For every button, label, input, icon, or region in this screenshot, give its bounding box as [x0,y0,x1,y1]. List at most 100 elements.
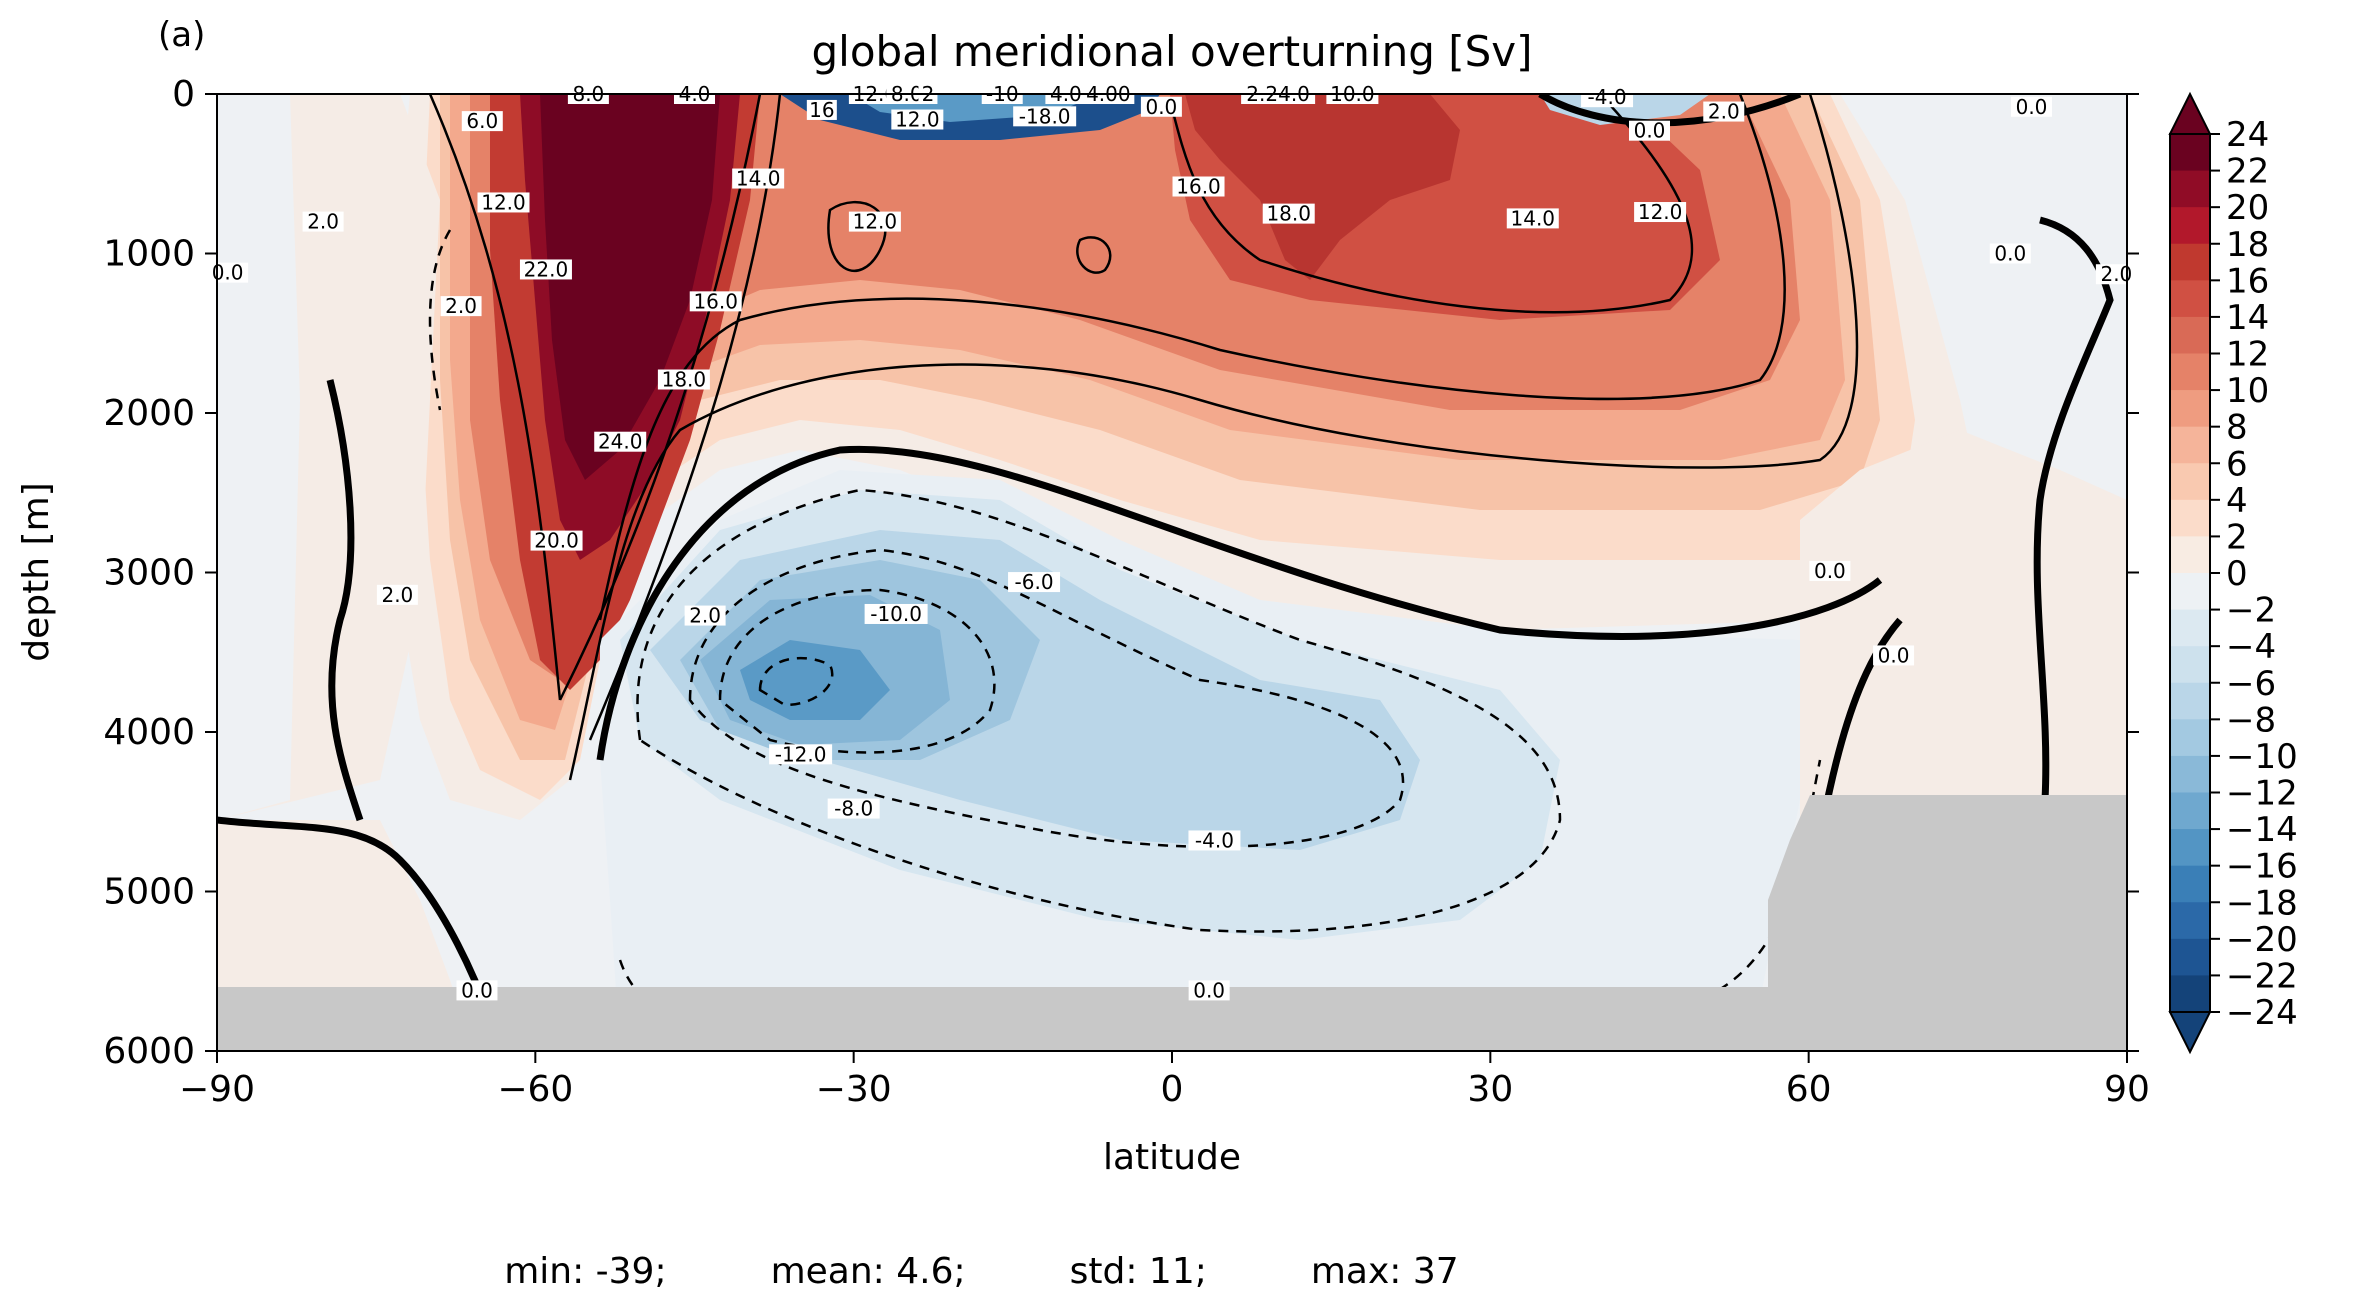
contour-label: 12.0 [481,190,526,214]
colorbar-tick-label: −20 [2226,920,2298,960]
colorbar-swatch [2170,975,2210,1013]
contour-line [2033,216,2114,801]
colorbar-tick-label: 8 [2226,408,2248,448]
contour-label: 2.0 [689,604,721,628]
x-axis: −90 −60 −30 0 30 60 90 [179,1051,2150,1110]
contour-label: 2.0 [307,210,339,234]
contour-label-bg [530,530,583,551]
contour-label-bg [1506,208,1559,229]
contour-label-bg [1703,101,1745,122]
contour-label: -4.0 [1195,828,1234,852]
colorbar-tick-label: −18 [2226,883,2298,923]
x-tick-label: −30 [816,1069,892,1110]
contour-line [568,94,1859,781]
colorbar-tick-label: −16 [2226,847,2298,887]
contour-label-bg [848,211,901,232]
colorbar-tick-label: 0 [2226,554,2248,594]
x-axis-label: latitude [1103,1137,1241,1178]
contour-label-bg [461,111,503,132]
contour-label: 0.0 [1145,95,1177,119]
contour-label-bg [1873,645,1915,666]
colorbar-swatch [2170,134,2210,172]
contour-line [428,94,562,701]
colorbar: 242220181614121086420−2−4−6−8−10−12−14−1… [2168,91,2298,1055]
contour-label-bg [1989,243,2031,264]
contour-label: 18.0 [1266,202,1311,226]
y-tick-label: 3000 [103,553,195,594]
contour-label: 16 [809,98,834,122]
colorbar-tick-label: −22 [2226,956,2298,996]
colorbar-tick-label: 22 [2226,152,2269,192]
contour-label-bg [456,980,498,1001]
contour-label: -8.0 [834,797,873,821]
colorbar-swatch [2170,829,2210,867]
dashed-contour [428,229,452,411]
contour-label-bg [1008,572,1061,593]
contour-label: 2.0 [1708,100,1740,124]
contour-label-bg [594,431,647,452]
contour-label-bg [1809,560,1851,581]
colorbar-tick-label: −6 [2226,664,2276,704]
contour-label: 6.0 [466,109,498,133]
contour-label: 24.0 [598,430,643,454]
contour-label: 12.0 [853,210,898,234]
colorbar-swatch [2170,316,2210,354]
colorbar-tick-label: 18 [2226,225,2269,265]
colorbar-swatch [2170,170,2210,208]
contour-label: 2.0 [445,294,477,318]
contour-label-bg [519,259,572,280]
y-tick-label: 2000 [103,393,195,434]
contour-label: 14.0 [736,167,781,191]
contour-label: 0.0 [1193,978,1225,1002]
contour-label-bg [657,369,710,390]
fill-level-0-westmost [217,94,300,820]
colorbar-swatch [2170,792,2210,830]
contour-label: 0.0 [1994,242,2026,266]
contour-label: -12.0 [775,742,827,766]
stat-std: std: 11; [1069,1251,1207,1292]
contour-label-bg [376,584,418,605]
colorbar-tick-label: −8 [2226,700,2276,740]
contour-label-bg [1172,176,1225,197]
contour-label: 0.0 [1814,559,1846,583]
contour-label-bg [1188,830,1241,851]
dashed-contour [636,488,1562,933]
colorbar-swatch [2170,243,2210,281]
dashed-contour-lines [428,229,1822,1047]
contour-line [1076,236,1112,274]
y-axis: 0 1000 2000 3000 4000 5000 6000 [103,74,2139,1072]
colorbar-tick-label: 6 [2226,444,2248,484]
colorbar-tick-label: 10 [2226,371,2269,411]
contour-label-bg [1581,87,1634,108]
stat-max: max: 37 [1310,1251,1459,1292]
colorbar-swatch [2170,353,2210,391]
colorbar-tick-label: −10 [2226,737,2298,777]
dashed-contour [688,548,1405,849]
colorbar-swatch [2170,207,2210,245]
y-tick-label: 4000 [103,712,195,753]
contour-label-bg [1013,106,1077,127]
colorbar-tick-label: −2 [2226,591,2276,631]
colorbar-tick-label: 14 [2226,298,2269,338]
contour-label: 0.0 [1634,119,1666,143]
colorbar-extend-top [2168,91,2212,135]
colorbar-tick-label: 24 [2226,115,2269,155]
contour-label-bg [1188,980,1230,1001]
y-axis-label: depth [m] [16,482,57,661]
contour-label-bg [864,603,928,624]
overturning-figure: (a) global meridional overturning [Sv] [16,15,2298,1178]
colorbar-swatch [2170,938,2210,976]
colorbar-swatch [2170,573,2210,611]
stat-min: min: -39; [504,1251,667,1292]
contour-label: 0.0 [2016,95,2048,119]
colorbar-swatch [2170,499,2210,537]
panel-label: (a) [158,15,205,55]
y-tick-label: 0 [172,74,195,115]
contour-label: 16.0 [693,289,738,313]
contour-line [827,200,887,272]
y-tick-label: 5000 [103,872,195,913]
colorbar-tick-label: −24 [2226,993,2298,1033]
contour-label-bg [891,109,944,130]
colorbar-swatch [2170,755,2210,793]
stats-line: min: -39; mean: 4.6; std: 11; max: 37 [0,1210,1940,1292]
